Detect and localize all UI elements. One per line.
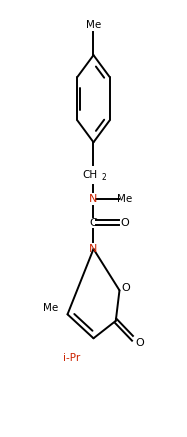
Text: CH: CH [82, 170, 97, 180]
Text: O: O [121, 218, 129, 228]
Text: C: C [90, 218, 97, 228]
Text: O: O [122, 283, 130, 293]
Text: O: O [136, 338, 144, 348]
Text: Me: Me [117, 194, 133, 204]
Text: 2: 2 [101, 173, 106, 183]
Text: N: N [89, 244, 98, 254]
Text: Me: Me [43, 303, 58, 313]
Text: i-Pr: i-Pr [63, 353, 80, 363]
Text: Me: Me [86, 20, 101, 30]
Text: N: N [89, 194, 98, 204]
